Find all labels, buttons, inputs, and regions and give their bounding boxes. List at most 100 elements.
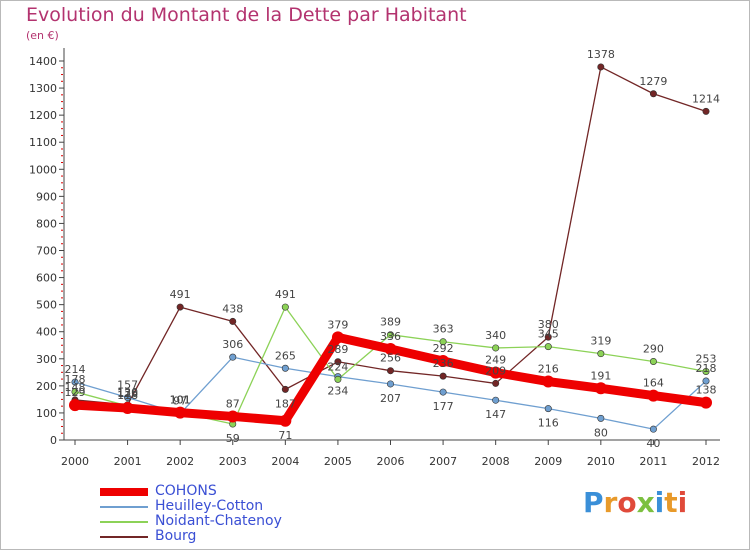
logo-letter: i (677, 486, 688, 519)
data-label: 491 (275, 288, 296, 301)
data-label: 130 (117, 386, 138, 399)
data-point (439, 388, 447, 396)
data-point (121, 402, 134, 415)
data-label: 289 (327, 343, 348, 356)
data-label: 216 (538, 363, 559, 376)
data-label: 389 (380, 316, 401, 329)
data-point (439, 372, 447, 380)
x-tick-label: 2009 (534, 455, 562, 468)
chart-title: Evolution du Montant de la Dette par Hab… (26, 4, 467, 26)
data-label: 336 (380, 330, 401, 343)
data-point (437, 354, 450, 367)
data-point (702, 107, 710, 115)
data-label: 187 (275, 397, 296, 410)
data-label: 118 (117, 389, 138, 402)
data-label: 491 (170, 288, 191, 301)
data-point (229, 317, 237, 325)
data-point (544, 343, 552, 351)
y-tick-label: 1200 (29, 109, 57, 122)
y-tick-label: 400 (36, 326, 57, 339)
data-point (386, 380, 394, 388)
logo-letter: i (654, 486, 665, 519)
data-label: 97 (173, 395, 187, 408)
data-label: 1279 (639, 75, 667, 88)
x-tick-label: 2011 (639, 455, 667, 468)
x-tick-label: 2010 (587, 455, 615, 468)
y-tick-label: 200 (36, 380, 57, 393)
legend-swatch (100, 488, 148, 496)
data-label: 1378 (587, 48, 615, 61)
x-tick-label: 2007 (429, 455, 457, 468)
data-label: 340 (485, 329, 506, 342)
data-label: 345 (538, 328, 559, 341)
data-point (386, 367, 394, 375)
data-label: 148 (65, 381, 86, 394)
data-point (281, 303, 289, 311)
data-label: 380 (538, 318, 559, 331)
x-tick-label: 2000 (61, 455, 89, 468)
data-point (702, 377, 710, 385)
y-tick-label: 500 (36, 299, 57, 312)
axes: 0 100 200 300 400 500 600 700 800 900 1000 1100 1200… (29, 48, 720, 468)
data-label: 379 (327, 318, 348, 331)
data-label: 256 (380, 352, 401, 365)
data-label: 164 (643, 377, 664, 390)
data-label: 40 (646, 437, 660, 450)
series-points (69, 63, 712, 433)
data-point (69, 399, 81, 412)
x-tick-label: 2002 (166, 455, 194, 468)
x-tick-label: 2005 (324, 455, 352, 468)
data-point (594, 382, 607, 395)
data-label: 234 (327, 385, 348, 398)
data-point (492, 379, 500, 387)
chart-unit-label: (en €) (26, 29, 59, 42)
data-labels: 148 130 491 438 187 289 256 236 209 380 1378 1279 12… (65, 48, 721, 450)
data-point (386, 331, 394, 339)
logo-letter: t (664, 486, 678, 519)
x-tick-label: 2003 (219, 455, 247, 468)
data-point (279, 414, 292, 427)
data-label: 218 (696, 362, 717, 375)
data-point (597, 63, 605, 71)
data-point (702, 368, 710, 376)
data-point (174, 406, 187, 419)
data-label: 249 (485, 354, 506, 367)
y-tick-label: 800 (36, 217, 57, 230)
data-label: 157 (117, 378, 138, 391)
logo-letter: r (603, 486, 618, 519)
data-point (384, 343, 397, 356)
data-point (331, 331, 344, 344)
legend-label: COHONS (155, 483, 217, 499)
data-label: 147 (485, 408, 506, 421)
data-point (334, 358, 342, 366)
series-lines (70, 66, 711, 430)
data-label: 129 (65, 386, 86, 399)
data-label: 80 (594, 426, 608, 439)
data-point (649, 425, 657, 433)
legend-label: Noidant-Chatenoy (155, 513, 282, 529)
data-point (229, 353, 237, 361)
y-tick-label: 100 (36, 407, 57, 420)
y-tick-label: 900 (36, 190, 57, 203)
data-point (492, 396, 500, 404)
data-label: 214 (65, 363, 86, 376)
data-point (597, 350, 605, 358)
proxiti-logo: Proxiti (583, 486, 687, 519)
data-point (649, 357, 657, 365)
data-label: 126 (117, 387, 138, 400)
data-label: 101 (170, 394, 191, 407)
data-label: 438 (222, 302, 243, 315)
data-point (176, 303, 184, 311)
legend-swatch (100, 521, 148, 523)
data-label: 177 (433, 400, 454, 413)
x-tick-label: 2001 (114, 455, 142, 468)
data-point (71, 378, 79, 386)
x-tick-label: 2006 (377, 455, 405, 468)
y-tick-label: 700 (36, 245, 57, 258)
data-point (649, 90, 657, 98)
data-point (334, 375, 342, 383)
y-tick-label: 1000 (29, 163, 57, 176)
data-point (700, 396, 712, 409)
y-tick-label: 0 (50, 434, 57, 447)
data-point (489, 366, 502, 379)
